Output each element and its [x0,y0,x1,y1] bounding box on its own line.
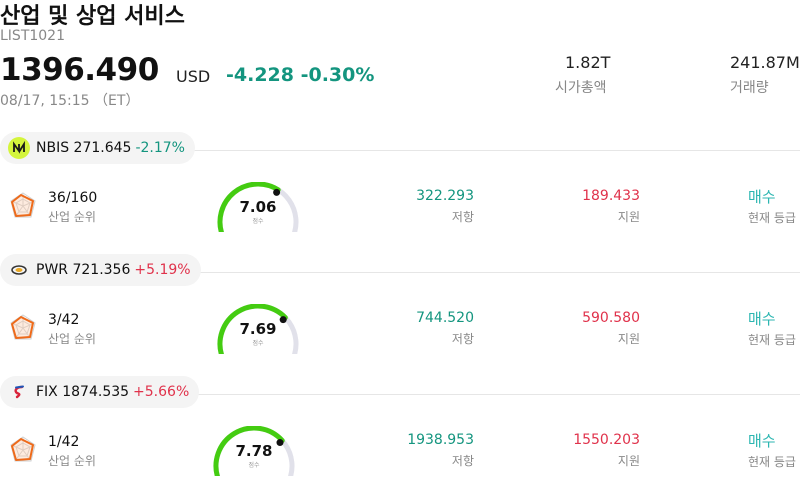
resistance-value: 322.293 [416,188,474,204]
price-change-value: -4.228 [226,64,294,86]
signal-value[interactable]: 매수 [748,188,776,206]
industry-rank-value: 3/42 [48,312,80,328]
gauge-fill [217,304,288,354]
industry-rank-value: 36/160 [48,190,98,206]
industry-rank-label: 산업 순위 [48,332,96,346]
support-label: 지원 [617,210,640,224]
support-value: 590.580 [582,310,640,326]
support-value: 1550.203 [573,432,640,448]
radar-chart-icon [10,314,36,340]
stock-ticker: PWR [36,262,69,278]
resistance-label: 저항 [451,454,474,468]
stock-pill-nbis[interactable]: NBIS 271.645 -2.17% [0,132,195,164]
resistance-value: 1938.953 [407,432,474,448]
volume-value: 241.87M [730,53,800,72]
score-label: 점수 [252,218,264,225]
support-label: 지원 [617,454,640,468]
industry-rank-value: 1/42 [48,434,80,450]
pwr-logo-icon [8,259,30,281]
nbis-logo-icon [8,137,30,159]
row-divider [180,272,800,273]
signal-label: 현재 등급 [748,333,796,347]
support-label: 지원 [617,332,640,346]
radar-chart-icon [10,192,36,218]
stock-change-pct: -2.17% [135,140,185,156]
page-title: 산업 및 상업 서비스 [0,4,185,29]
industry-rank-label: 산업 순위 [48,454,96,468]
radar-chart-icon [10,436,36,462]
index-price: 1396.490 [0,52,159,88]
score-value: 7.69 [239,320,277,338]
gauge-marker [279,316,287,324]
score-value: 7.06 [239,198,277,216]
price-change-pct: -0.30% [300,64,375,86]
row-divider [180,394,800,395]
stock-price: 271.645 [73,140,132,156]
signal-label: 현재 등급 [748,455,796,469]
gauge-fill [217,182,281,232]
signal-value[interactable]: 매수 [748,432,776,450]
gauge-marker [276,439,284,447]
resistance-value: 744.520 [416,310,474,326]
currency-label: USD [176,67,211,86]
fix-logo-icon [8,381,30,403]
stock-price: 721.356 [72,262,131,278]
score-gauge [217,182,299,232]
resistance-label: 저항 [451,332,474,346]
market-cap-label: 시가총액 [555,80,607,96]
market-cap-value: 1.82T [565,53,611,72]
score-label: 점수 [252,340,264,347]
timestamp: 08/17, 15:15 （ET） [0,93,140,109]
resistance-label: 저항 [451,210,474,224]
price-change: -4.228 -0.30% [226,64,374,86]
stock-pill-fix[interactable]: FIX 1874.535 +5.66% [0,376,200,408]
stock-pill-pwr[interactable]: PWR 721.356 +5.19% [0,254,201,286]
industry-rank-label: 산업 순위 [48,210,96,224]
stock-change-pct: +5.66% [133,384,190,400]
score-value: 7.78 [235,442,273,460]
stock-ticker: FIX [36,384,58,400]
stock-price: 1874.535 [62,384,130,400]
stock-ticker: NBIS [36,140,70,156]
score-gauge [217,304,299,354]
score-gauge [213,426,295,476]
signal-label: 현재 등급 [748,211,796,225]
gauge-fill [213,426,285,476]
signal-value[interactable]: 매수 [748,310,776,328]
index-code: LIST1021 [0,28,65,44]
row-divider [180,150,800,151]
support-value: 189.433 [582,188,640,204]
score-label: 점수 [248,462,260,469]
stock-change-pct: +5.19% [134,262,191,278]
volume-label: 거래량 [730,80,769,96]
gauge-marker [273,188,281,196]
